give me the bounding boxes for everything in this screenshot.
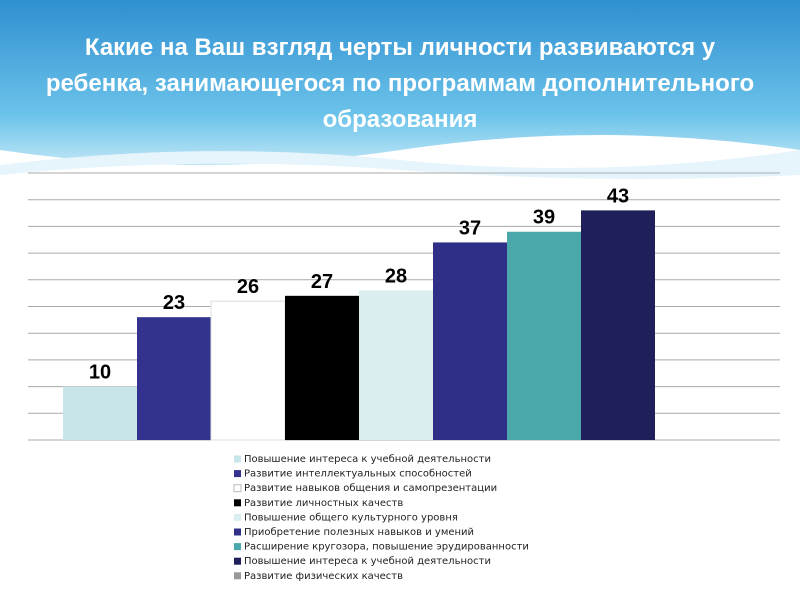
legend-swatch xyxy=(234,543,241,551)
legend-label: Развитие физических качеств xyxy=(244,571,403,582)
legend-label: Развитие навыков общения и самопрезентац… xyxy=(244,483,497,494)
legend-label: Развитие личностных качеств xyxy=(244,498,403,509)
legend-label: Приобретение полезных навыков и умений xyxy=(244,527,474,538)
chart-title: Какие на Ваш взгляд черты личности разви… xyxy=(45,34,755,133)
bar xyxy=(433,242,507,440)
bar xyxy=(581,210,655,440)
legend-label: Расширение кругозора, повышение эрудиров… xyxy=(244,542,529,553)
value-label: 43 xyxy=(607,185,629,207)
header-background xyxy=(0,0,800,165)
bar xyxy=(63,386,137,440)
value-label: 39 xyxy=(533,207,555,229)
bar xyxy=(285,295,359,440)
legend-swatch xyxy=(234,557,241,565)
value-label: 10 xyxy=(89,362,111,384)
legend-label: Развитие интеллектуальных способностей xyxy=(244,469,472,480)
value-label: 23 xyxy=(163,292,185,314)
bar xyxy=(359,290,433,440)
legend-swatch xyxy=(234,470,241,478)
legend-swatch xyxy=(234,528,241,536)
legend-swatch xyxy=(234,499,241,507)
value-label: 26 xyxy=(237,276,259,298)
value-label: 27 xyxy=(311,271,333,293)
legend-swatch xyxy=(234,572,241,580)
legend-label: Повышение общего культурного уровня xyxy=(244,512,458,523)
value-label: 28 xyxy=(385,265,407,287)
legend-swatch xyxy=(234,513,241,521)
legend-label: Повышение интереса к учебной деятельност… xyxy=(244,556,491,567)
bar xyxy=(137,317,211,440)
value-label: 37 xyxy=(459,217,481,239)
legend-swatch xyxy=(233,484,242,493)
bar xyxy=(210,300,286,441)
header-wave xyxy=(0,150,800,179)
legend-label: Повышение интереса к учебной деятельност… xyxy=(244,454,491,465)
bar xyxy=(507,231,581,440)
legend-swatch xyxy=(234,455,241,463)
